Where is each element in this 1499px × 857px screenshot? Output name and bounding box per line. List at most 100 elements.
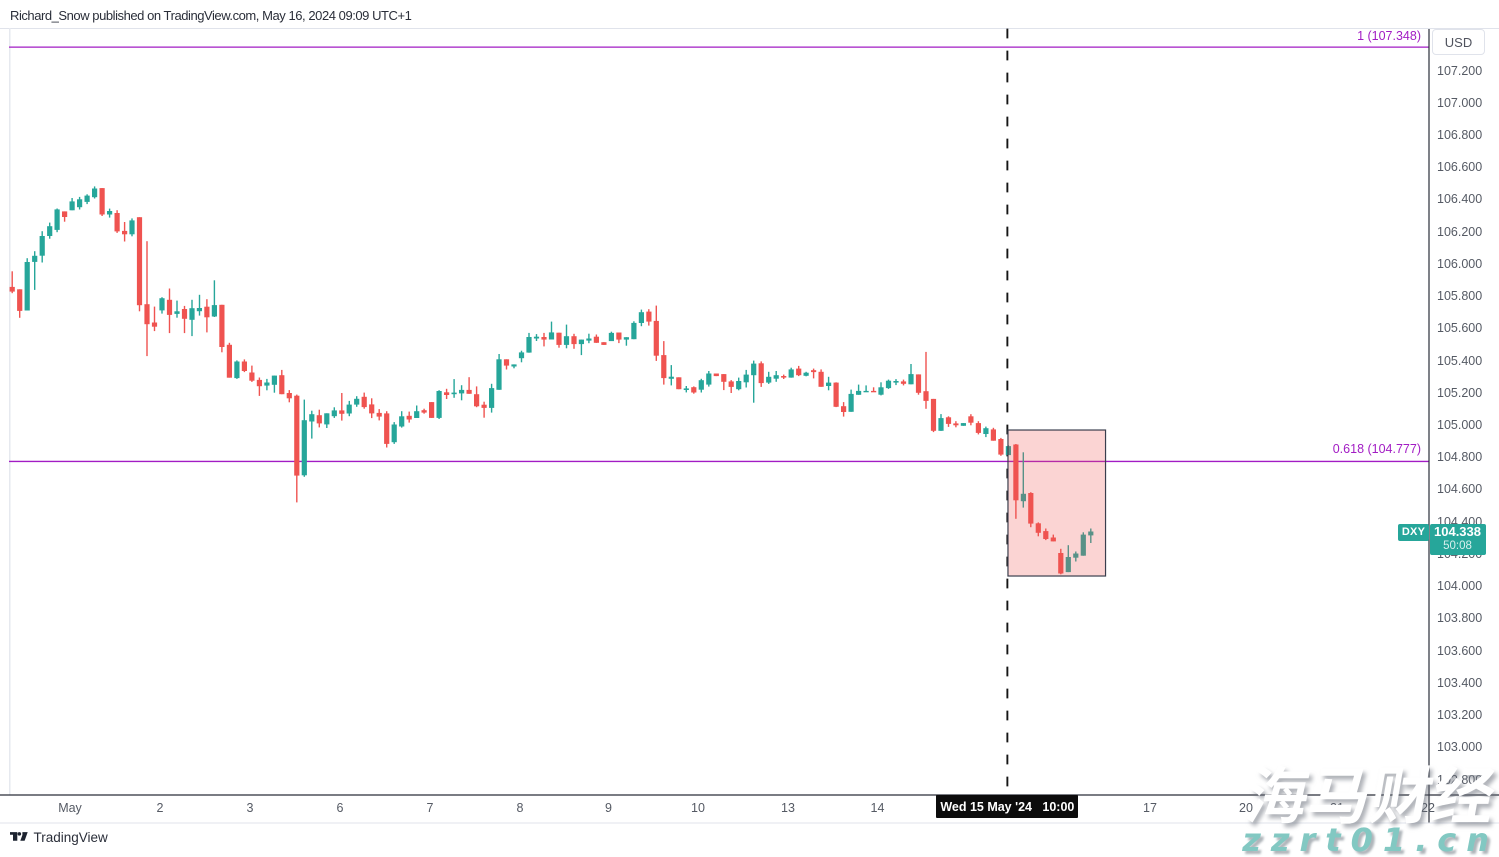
candle <box>181 305 188 334</box>
candle <box>960 423 966 426</box>
candle-wick <box>146 241 148 357</box>
candle-body <box>975 423 981 433</box>
candle-body <box>608 332 614 342</box>
candle-body <box>24 262 30 311</box>
candle <box>256 377 262 396</box>
candle-body <box>129 220 135 235</box>
candle <box>653 305 659 361</box>
candle-body <box>998 439 1004 455</box>
candle-body <box>698 380 704 390</box>
candle <box>721 374 727 391</box>
candle-wick <box>588 333 590 344</box>
price-tick-label: 103.600 <box>1437 643 1483 658</box>
candle <box>923 351 929 409</box>
candle-body <box>444 392 450 395</box>
candle <box>436 390 442 419</box>
candle <box>781 374 787 379</box>
candle <box>62 211 68 222</box>
candle-body <box>384 413 390 444</box>
candle-body <box>414 411 420 418</box>
candle-body <box>1073 553 1079 558</box>
candle <box>136 217 143 312</box>
candle-body <box>1065 557 1071 573</box>
candle <box>751 360 757 403</box>
candle-wick <box>723 374 725 391</box>
candle <box>758 361 764 387</box>
candle-body <box>638 312 644 323</box>
candle <box>241 359 247 373</box>
candle-body <box>166 299 173 315</box>
candle-body <box>781 376 787 378</box>
candle-body <box>436 391 442 418</box>
candle-wick <box>34 251 36 290</box>
candle-wick <box>580 339 583 356</box>
candle-body <box>578 339 584 345</box>
candle-body <box>249 372 255 381</box>
candle-body <box>571 336 577 345</box>
candle <box>766 371 772 384</box>
candle-body <box>631 322 637 340</box>
candle-wick <box>1022 452 1024 508</box>
candle-body <box>773 375 779 379</box>
candle <box>908 364 914 385</box>
candle-body <box>77 199 83 208</box>
candle-body <box>1043 531 1049 539</box>
attribution-text: Richard_Snow published on TradingView.co… <box>10 7 412 23</box>
candle-body <box>451 392 457 395</box>
candle <box>1058 548 1064 575</box>
candle-body <box>930 398 937 431</box>
candle-body <box>736 381 742 390</box>
candle <box>990 427 996 441</box>
fib-level-1-label: 1 (107.348) <box>1357 29 1421 43</box>
candle <box>736 377 742 391</box>
candle <box>878 382 884 396</box>
candle-body <box>856 390 862 395</box>
candle <box>841 402 847 417</box>
bar-countdown: 50:08 <box>1443 540 1472 553</box>
candle-body <box>316 415 322 424</box>
candle-wick <box>865 385 867 392</box>
candle-body <box>788 369 794 378</box>
candle-body <box>541 337 547 340</box>
candle <box>1088 528 1094 543</box>
candle-body <box>878 387 884 395</box>
candle <box>451 379 457 398</box>
candle-body <box>511 364 517 367</box>
candle-body <box>938 418 944 431</box>
candle <box>541 332 547 347</box>
candle-body <box>721 374 727 382</box>
candle <box>571 333 577 349</box>
candle-body <box>189 308 195 320</box>
candle <box>166 288 173 334</box>
candle-body <box>841 406 847 412</box>
candle-body <box>256 379 262 387</box>
candle <box>915 374 922 395</box>
watermark-glyph <box>1431 765 1495 823</box>
candle <box>691 386 697 394</box>
currency-toggle-button[interactable]: USD <box>1432 29 1485 55</box>
candle <box>496 354 502 390</box>
candle-wick <box>258 377 261 396</box>
candle <box>818 369 824 387</box>
candle-wick <box>198 294 201 316</box>
candle <box>107 208 113 218</box>
candle <box>788 367 794 378</box>
tradingview-footer[interactable]: TradingView <box>9 830 108 845</box>
candle <box>533 334 540 341</box>
candle <box>1020 452 1026 508</box>
candle <box>638 309 644 327</box>
candle-body <box>271 375 277 385</box>
watermark-glyph <box>1246 765 1310 824</box>
candle <box>429 402 435 418</box>
candle <box>773 371 779 382</box>
candle-body <box>818 371 824 387</box>
candle <box>1013 444 1019 519</box>
candle-wick <box>483 401 485 418</box>
candle-body <box>563 336 570 345</box>
candle <box>9 271 15 294</box>
candle <box>122 222 128 242</box>
candle-body <box>294 395 300 476</box>
candle <box>563 324 570 349</box>
